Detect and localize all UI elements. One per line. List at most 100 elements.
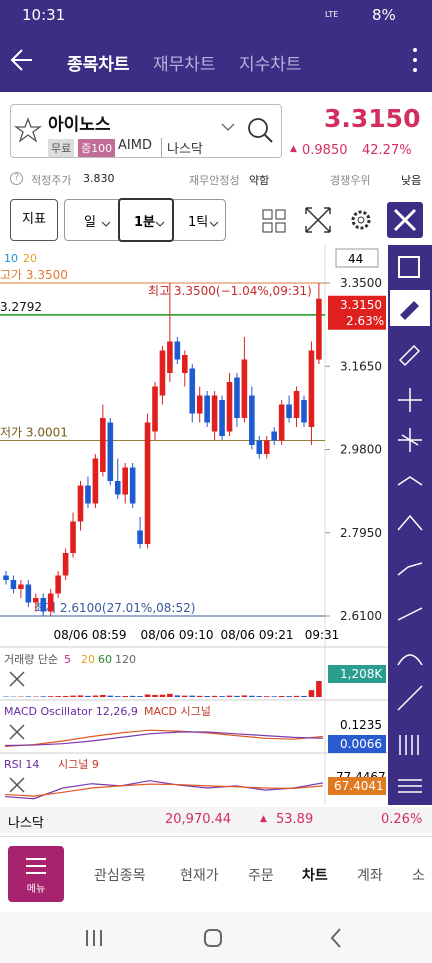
ticker: AIMD	[118, 138, 152, 153]
panel-label: 시그널 9	[58, 758, 99, 771]
info-value: 3.830	[83, 172, 115, 185]
volume-bar	[174, 695, 181, 697]
volume-bar	[204, 695, 210, 697]
volume-bar	[211, 695, 218, 697]
candle-body	[219, 400, 225, 436]
current-price: 3.3150	[340, 298, 382, 312]
ticker-name: 나스닥	[8, 816, 44, 831]
help-icon[interactable]: ?	[10, 172, 23, 185]
candle-body	[278, 404, 285, 441]
nav-item[interactable]: 소	[412, 868, 425, 884]
nav-item[interactable]: 차트	[302, 868, 328, 884]
period-button[interactable]: 일	[84, 215, 96, 230]
candle-body	[107, 422, 114, 481]
candle-body	[286, 404, 292, 418]
volume-bar	[107, 695, 114, 697]
candle-body	[40, 598, 47, 612]
candle-body	[137, 530, 143, 544]
candle-body	[122, 467, 128, 495]
volume-last: 1,208K	[340, 667, 383, 681]
current-box	[328, 295, 386, 330]
volume-bar	[70, 695, 76, 697]
tab[interactable]: 지수차트	[239, 55, 302, 75]
y-tick-label: 2.9800	[340, 443, 382, 457]
volume-bar	[234, 695, 240, 697]
volume-bar	[137, 696, 143, 697]
macd-box	[328, 735, 386, 753]
nav-item[interactable]: 계좌	[357, 868, 383, 884]
stock-icons	[14, 117, 273, 143]
macd-top: 0.1235	[340, 718, 382, 732]
volume-bar	[62, 695, 69, 697]
volume-box	[328, 665, 386, 683]
network: LTE	[325, 10, 339, 19]
menu-label: 메뉴	[26, 884, 46, 895]
panel-period: 20	[81, 653, 95, 666]
volume-bar	[40, 696, 47, 697]
candle-body	[47, 593, 54, 612]
x-tick-label: 09:31	[305, 628, 340, 642]
ma-label: 20	[23, 252, 37, 265]
x-tick-label: 08/06 09:10	[141, 628, 214, 642]
candle-body	[114, 481, 121, 495]
candle-body	[77, 485, 84, 522]
volume-bar	[159, 694, 166, 697]
candle-body	[159, 350, 166, 396]
volume-bar	[92, 695, 99, 697]
volume-bar	[226, 695, 233, 697]
x-tick-label: 08/06 09:21	[221, 628, 294, 642]
info-label: 적정주가	[31, 174, 72, 187]
volume-bar	[263, 696, 270, 697]
ma-label: 10	[4, 252, 18, 265]
volume-bar	[189, 695, 196, 697]
ticker-bar	[0, 807, 432, 833]
period-button[interactable]: 1분	[134, 215, 156, 230]
panel-period: 120	[115, 653, 136, 666]
y-tick-label: 2.6100	[340, 609, 382, 623]
tab[interactable]: 종목차트	[67, 55, 130, 75]
candle-body	[182, 355, 188, 373]
nav-item[interactable]: 주문	[248, 868, 274, 884]
current-pct: 2.63%	[346, 314, 384, 328]
y-tick-label: 3.1650	[340, 359, 382, 373]
close-icon	[9, 671, 25, 687]
candle-body	[55, 575, 61, 594]
tool-rail	[388, 245, 432, 805]
candle-body	[152, 386, 158, 432]
rsi-signal	[4, 783, 324, 797]
indicator-button[interactable]: 지표	[10, 199, 58, 241]
ticker-change: 53.89	[276, 812, 314, 827]
volume-bar	[293, 695, 300, 697]
nav-item[interactable]: 현재가	[180, 868, 219, 884]
nav-item[interactable]: 관심종목	[94, 868, 146, 884]
volume-bar	[196, 695, 203, 697]
candle-body	[10, 580, 17, 589]
panel-period: 5	[64, 653, 71, 666]
max-note: 최고 3.3500(−1.04%,09:31)	[148, 284, 312, 298]
tab[interactable]: 재무차트	[153, 55, 216, 75]
candle-body	[18, 584, 24, 589]
volume-bar	[241, 695, 248, 697]
y-tick-label: 3.3500	[340, 276, 382, 290]
chart: 3.3500 3.1650 2.9800 2.7950 2.6100 고가 3.3500 3…	[0, 245, 388, 805]
count-box	[335, 248, 379, 268]
system-nav	[0, 912, 432, 963]
info-label: 재무안정성	[189, 174, 240, 187]
ticker-value: 20,970.44	[165, 812, 232, 827]
candle-body	[167, 341, 173, 373]
change: 0.9850	[302, 143, 348, 158]
volume-bar	[286, 696, 292, 697]
candle-body	[62, 553, 69, 576]
stock-box[interactable]	[10, 104, 282, 158]
candle-body	[226, 382, 233, 432]
back-button[interactable]	[12, 42, 36, 78]
candle-body	[301, 400, 307, 423]
volume-bar	[25, 696, 32, 697]
macd-line	[4, 729, 324, 747]
macd-signal	[4, 731, 324, 747]
rsi-box	[328, 777, 386, 795]
volume-bar	[77, 695, 84, 697]
period-button[interactable]: 1틱	[188, 215, 209, 230]
x-tick-label: 08/06 08:59	[54, 628, 127, 642]
candle-body	[271, 431, 277, 441]
